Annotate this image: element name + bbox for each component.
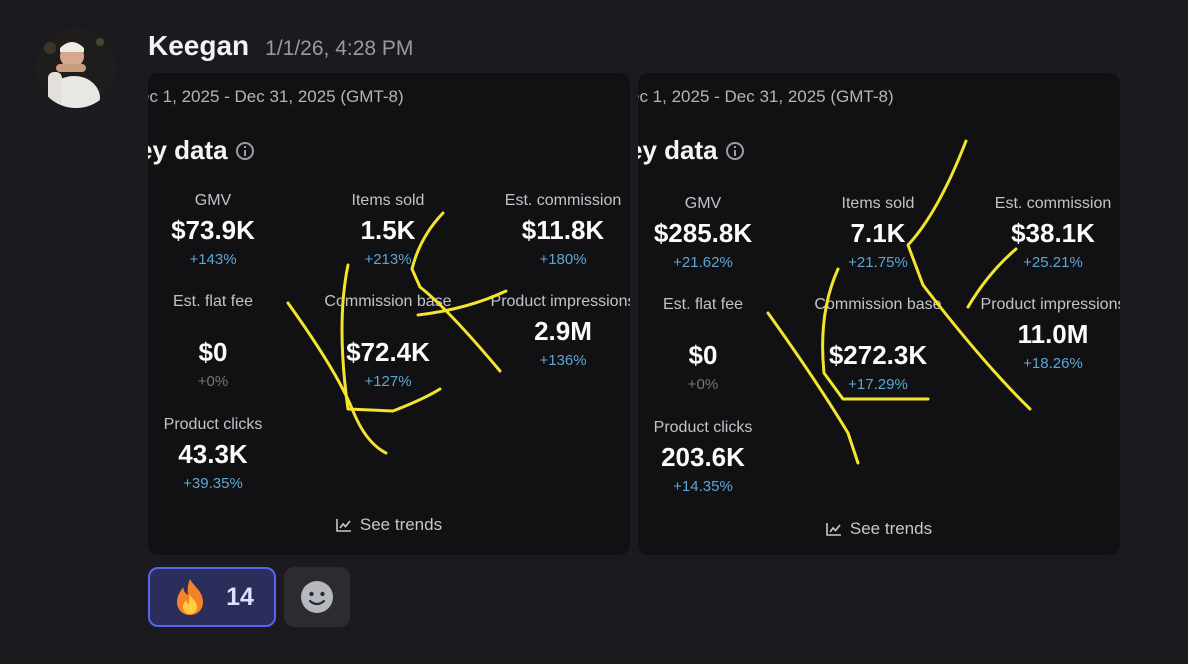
metric-change: +127% [364,373,412,390]
trend-chart-icon [826,523,841,536]
message-timestamp: 1/1/26, 4:28 PM [265,37,414,60]
key-data-title: ey data [638,135,744,166]
metric-commission-base: Commission base $72.4K +127% [288,291,488,390]
metric-clicks: Product clicks 43.3K +39.35% [148,414,288,492]
trend-chart-icon [336,519,351,532]
metric-value: 1.5K [360,215,416,245]
metric-items-sold: Items sold 7.1K +21.75% [803,193,953,271]
metric-label: Product clicks [163,416,263,433]
metric-value: 11.0M [1017,319,1089,349]
metric-value: $285.8K [653,218,753,248]
fire-reaction-button[interactable]: 14 [148,567,276,627]
metric-value: $73.9K [171,215,255,245]
metric-label: Commission base [814,296,942,313]
metric-impressions: Product impressions 2.9M +136% [488,291,630,369]
metric-est-commission: Est. commission $38.1K +25.21% [978,193,1120,271]
metric-change: +21.75% [848,254,908,271]
metric-change: +21.62% [673,254,733,271]
metric-value: $272.3K [828,340,928,370]
key-data-title-text: ey data [148,135,228,165]
info-icon [725,141,744,160]
info-icon [235,141,254,160]
message-header: Keegan 1/1/26, 4:28 PM [148,30,413,62]
metric-label: Product impressions [980,296,1120,313]
metric-value: $0 [198,337,228,367]
metric-label: Product impressions [490,293,630,310]
metric-gmv: GMV $73.9K +143% [148,190,288,268]
metric-label: Product clicks [653,419,753,436]
metric-change: +39.35% [183,475,243,492]
metric-label: Items sold [351,192,425,209]
key-data-title-text: ey data [638,135,718,165]
metric-label: Est. commission [504,192,622,209]
metric-value: 203.6K [661,442,745,472]
see-trends-label: See trends [359,515,443,534]
metric-value: 7.1K [850,218,906,248]
metric-label: Est. flat fee [172,293,254,310]
key-data-title: ey data [148,135,254,166]
author-avatar[interactable] [36,28,116,108]
metric-value: $38.1K [1011,218,1095,248]
metric-label: Items sold [841,195,915,212]
metric-change: +0% [197,373,229,390]
fire-icon [177,579,204,615]
metric-value: 2.9M [534,316,592,346]
metric-change: +180% [539,251,587,268]
date-range: ec 1, 2025 - Dec 31, 2025 (GMT-8) [148,87,404,106]
metric-change: +213% [364,251,412,268]
metric-items-sold: Items sold 1.5K +213% [313,190,463,268]
metric-impressions: Product impressions 11.0M +18.26% [978,294,1120,372]
metric-label: Commission base [324,293,452,310]
see-trends-link[interactable]: See trends [638,519,1120,539]
metric-value: $72.4K [346,337,430,367]
attachment-image-2[interactable]: ec 1, 2025 - Dec 31, 2025 (GMT-8) ey dat… [638,73,1120,555]
see-trends-link[interactable]: See trends [148,515,630,535]
metric-value: $0 [688,340,718,370]
metric-value: $11.8K [521,215,605,245]
metric-label: Est. flat fee [662,296,744,313]
metric-change: +17.29% [848,376,908,393]
add-reaction-button[interactable] [284,567,350,627]
author-name[interactable]: Keegan [148,30,250,61]
metric-change: +143% [189,251,237,268]
metric-value: 43.3K [178,439,248,469]
metric-label: GMV [684,195,722,212]
reaction-count: 14 [226,582,254,611]
metric-flat-fee: Est. flat fee $0 +0% [148,291,288,390]
metric-change: +0% [687,376,719,393]
metric-commission-base: Commission base $272.3K +17.29% [778,294,978,393]
metric-label: GMV [194,192,232,209]
metric-change: +14.35% [673,478,733,495]
metric-change: +18.26% [1023,355,1083,372]
metric-gmv: GMV $285.8K +21.62% [638,193,778,271]
attachment-image-1[interactable]: ec 1, 2025 - Dec 31, 2025 (GMT-8) ey dat… [148,73,630,555]
metric-clicks: Product clicks 203.6K +14.35% [638,417,778,495]
metric-label: Est. commission [994,195,1112,212]
metric-est-commission: Est. commission $11.8K +180% [488,190,630,268]
avatar-photo [36,28,116,108]
smiley-icon [301,581,333,613]
metric-change: +136% [539,352,587,369]
date-range: ec 1, 2025 - Dec 31, 2025 (GMT-8) [638,87,894,106]
metric-change: +25.21% [1023,254,1083,271]
see-trends-label: See trends [849,519,933,538]
reactions-bar: 14 [148,567,350,627]
metric-flat-fee: Est. flat fee $0 +0% [638,294,778,393]
